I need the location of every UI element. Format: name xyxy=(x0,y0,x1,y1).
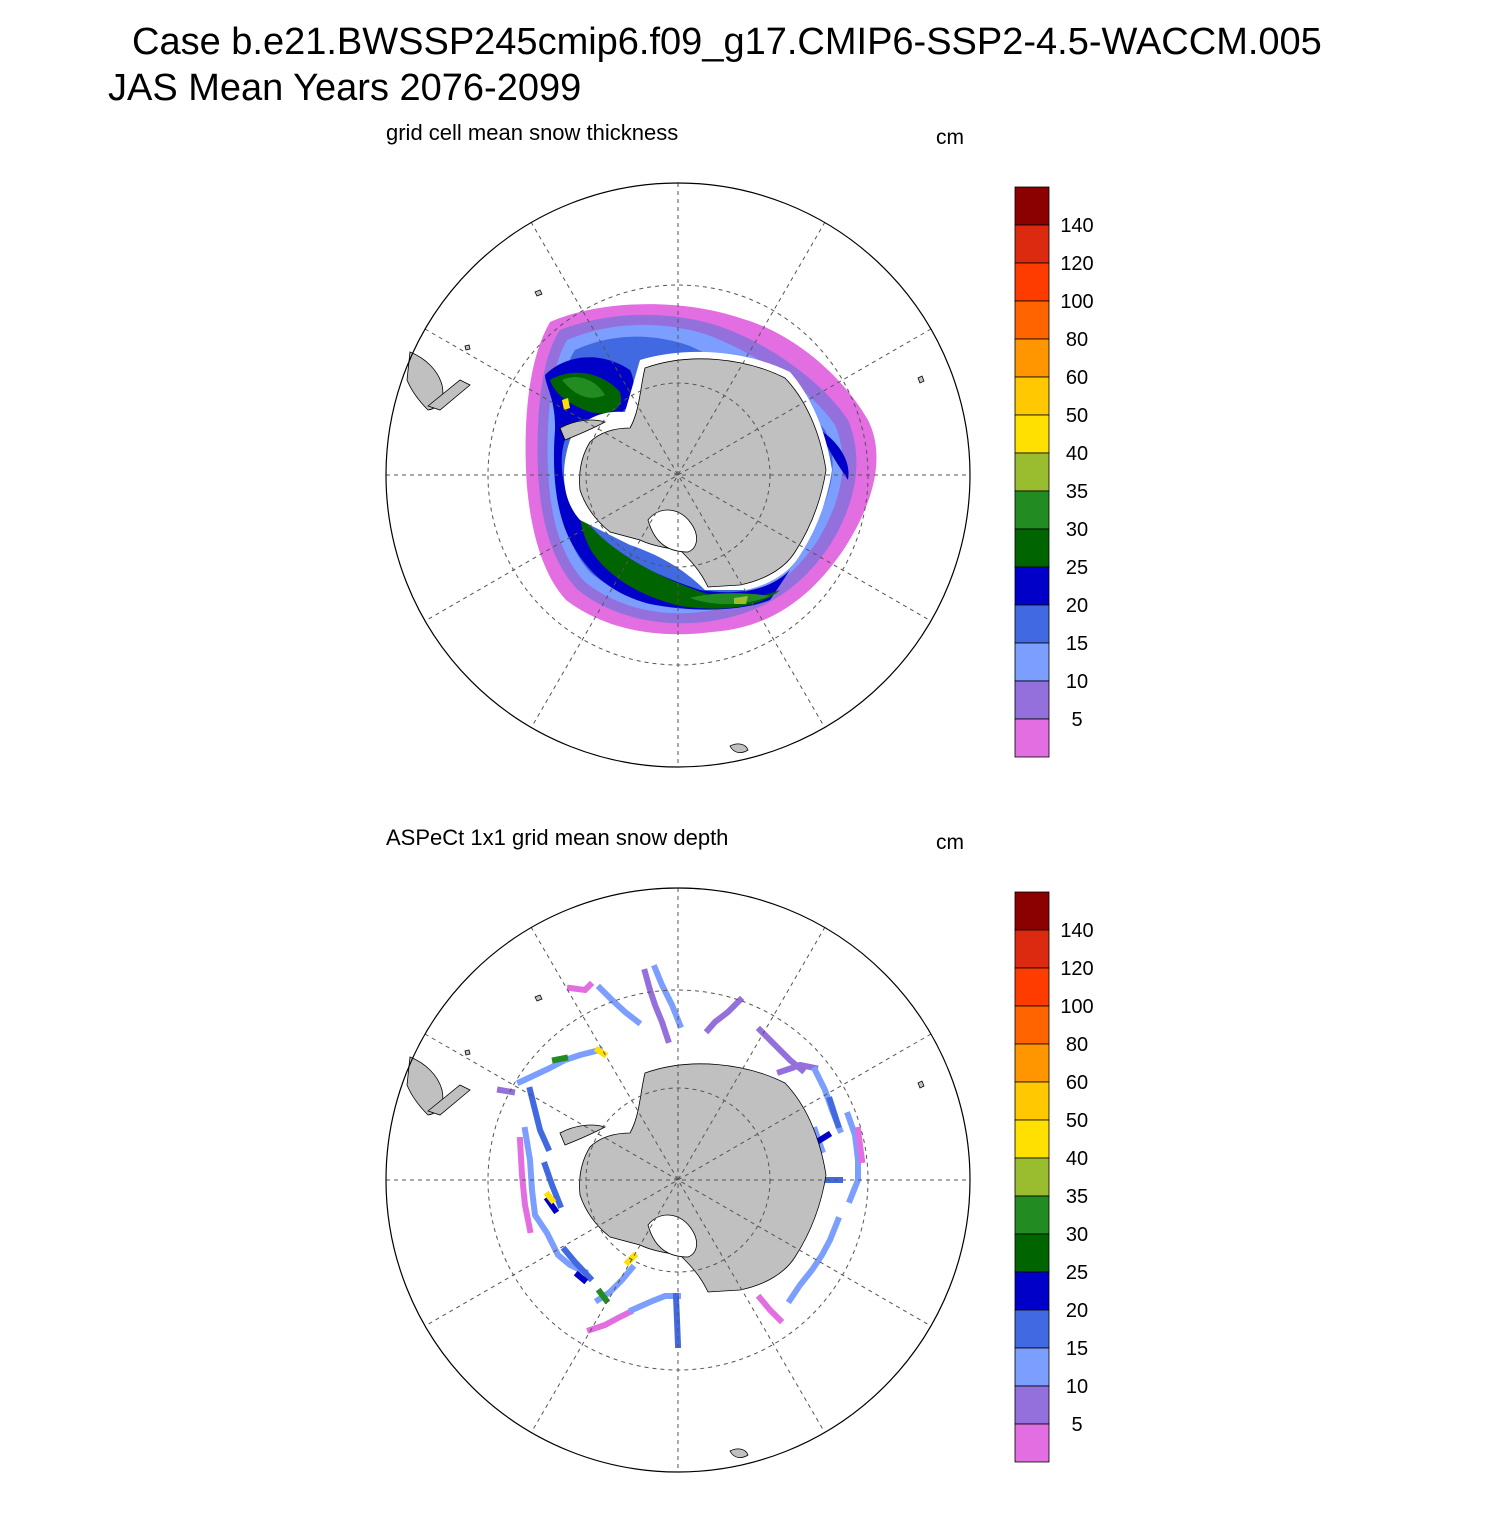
bottom-colorbar-units: cm xyxy=(936,831,964,854)
colorbar-tick-label: 25 xyxy=(1066,1262,1088,1284)
colorbar-tick-label: 40 xyxy=(1066,443,1088,465)
colorbar-tick-label: 140 xyxy=(1060,920,1093,942)
top-colorbar-units: cm xyxy=(936,126,964,149)
bottom-polar-map: 140 120 100 80 60 50 40 35 30 25 20 15 10 5 xyxy=(385,887,1094,1473)
colorbar-tick-label: 5 xyxy=(1071,709,1082,731)
colorbar-tick-label: 30 xyxy=(1066,1224,1088,1246)
colorbar-tick-label: 15 xyxy=(1066,1338,1088,1360)
colorbar-tick-label: 80 xyxy=(1066,329,1088,351)
colorbar-tick-label: 20 xyxy=(1066,1300,1088,1322)
top-graticule xyxy=(386,183,970,767)
colorbar-tick-label: 15 xyxy=(1066,633,1088,655)
colorbar-tick-label: 140 xyxy=(1060,215,1093,237)
bottom-antarctica xyxy=(559,1063,827,1293)
colorbar-swatch xyxy=(1014,929,1050,969)
colorbar-swatch xyxy=(1014,490,1050,530)
colorbar-swatch xyxy=(1014,338,1050,378)
top-south-america xyxy=(406,289,925,754)
colorbar-tick-label: 100 xyxy=(1060,291,1093,313)
colorbar-tick-label: 50 xyxy=(1066,405,1088,427)
colorbar-swatch xyxy=(1014,718,1050,758)
colorbar-swatch xyxy=(1014,224,1050,264)
season-years-title: JAS Mean Years 2076-2099 xyxy=(108,67,582,109)
colorbar-swatch xyxy=(1014,604,1050,644)
colorbar-swatch xyxy=(1014,1157,1050,1197)
top-polar-map: 140 120 100 80 60 50 40 35 30 25 20 15 10 5 xyxy=(385,182,1094,768)
colorbar-swatch xyxy=(1014,1423,1050,1463)
case-title: Case b.e21.BWSSP245cmip6.f09_g17.CMIP6-S… xyxy=(132,21,1322,63)
top-colorbar: 140 120 100 80 60 50 40 35 30 25 20 15 10 5 xyxy=(1014,186,1094,758)
bottom-panel-title: ASPeCt 1x1 grid mean snow depth xyxy=(386,825,729,850)
colorbar-swatch xyxy=(1014,452,1050,492)
top-map-boundary xyxy=(385,182,971,768)
bottom-south-america xyxy=(406,994,925,1459)
colorbar-tick-label: 80 xyxy=(1066,1034,1088,1056)
colorbar-tick-label: 60 xyxy=(1066,367,1088,389)
colorbar-swatch xyxy=(1014,1195,1050,1235)
colorbar-tick-label: 35 xyxy=(1066,1186,1088,1208)
colorbar-swatch xyxy=(1014,1271,1050,1311)
colorbar-tick-label: 60 xyxy=(1066,1072,1088,1094)
colorbar-swatch xyxy=(1014,967,1050,1007)
colorbar-tick-label: 100 xyxy=(1060,996,1093,1018)
colorbar-tick-label: 20 xyxy=(1066,595,1088,617)
colorbar-tick-label: 40 xyxy=(1066,1148,1088,1170)
colorbar-swatch xyxy=(1014,1385,1050,1425)
colorbar-swatch xyxy=(1014,566,1050,606)
colorbar-swatch xyxy=(1014,300,1050,340)
colorbar-swatch xyxy=(1014,1119,1050,1159)
colorbar-tick-label: 50 xyxy=(1066,1110,1088,1132)
colorbar-swatch xyxy=(1014,1043,1050,1083)
bottom-map-boundary xyxy=(385,887,971,1473)
colorbar-tick-label: 120 xyxy=(1060,958,1093,980)
colorbar-swatch xyxy=(1014,1081,1050,1121)
colorbar-swatch xyxy=(1014,376,1050,416)
colorbar-swatch xyxy=(1014,262,1050,302)
top-antarctica xyxy=(559,351,832,590)
colorbar-swatch xyxy=(1014,1233,1050,1273)
colorbar-swatch xyxy=(1014,642,1050,682)
colorbar-tick-label: 25 xyxy=(1066,557,1088,579)
colorbar-swatch xyxy=(1014,414,1050,454)
colorbar-tick-label: 35 xyxy=(1066,481,1088,503)
colorbar-tick-label: 120 xyxy=(1060,253,1093,275)
colorbar-swatch xyxy=(1014,680,1050,720)
top-panel-title: grid cell mean snow thickness xyxy=(386,120,679,145)
bottom-aspect-ship-tracks xyxy=(496,964,866,1349)
colorbar-swatch xyxy=(1014,1005,1050,1045)
colorbar-swatch xyxy=(1014,891,1050,931)
colorbar-swatch xyxy=(1014,1347,1050,1387)
colorbar-swatch xyxy=(1014,186,1050,226)
colorbar-tick-label: 5 xyxy=(1071,1414,1082,1436)
colorbar-swatch xyxy=(1014,1309,1050,1349)
bottom-graticule xyxy=(386,888,970,1472)
colorbar-tick-label: 10 xyxy=(1066,1376,1088,1398)
bottom-colorbar: 140 120 100 80 60 50 40 35 30 25 20 15 10 5 xyxy=(1014,891,1094,1463)
colorbar-swatch xyxy=(1014,528,1050,568)
colorbar-tick-label: 30 xyxy=(1066,519,1088,541)
colorbar-tick-label: 10 xyxy=(1066,671,1088,693)
